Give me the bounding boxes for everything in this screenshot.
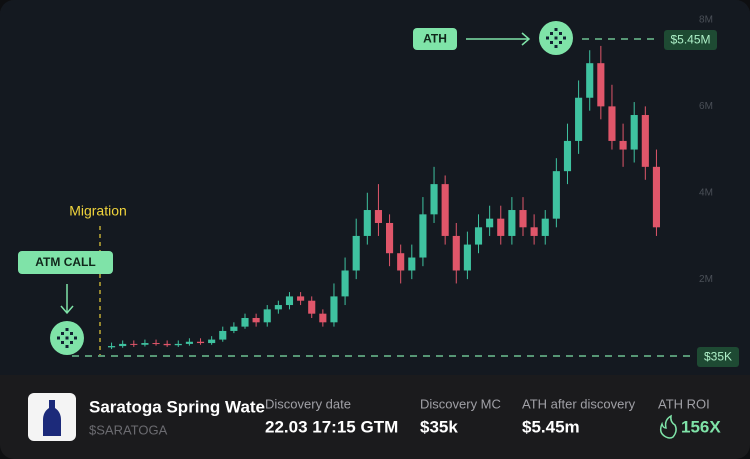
candle-body <box>519 210 527 228</box>
candle-body <box>441 184 449 236</box>
stat-value: 22.03 17:15 GTM <box>265 417 398 436</box>
arrow-head <box>521 32 531 46</box>
candle-body <box>308 300 316 314</box>
candle-body <box>641 115 649 167</box>
candle-body <box>330 296 338 323</box>
candle-body <box>508 210 516 236</box>
plot: 2M 4M 6M 8M <box>108 15 713 350</box>
candle-body <box>241 317 249 327</box>
candle-body <box>497 218 505 236</box>
candle-body <box>208 339 216 344</box>
candle-body <box>285 296 294 306</box>
candle-body <box>163 343 171 346</box>
fire-icon <box>659 414 677 439</box>
stat-value: $35k <box>420 417 458 436</box>
candle-body <box>152 343 160 345</box>
bottle <box>43 400 61 436</box>
candle-body <box>174 343 182 346</box>
token-name: Saratoga Spring Wate <box>89 397 265 416</box>
candle-body <box>541 218 549 236</box>
arrow-head <box>60 305 74 315</box>
ath-label: ATH <box>423 32 447 46</box>
ath-value: $5.45M <box>670 33 710 47</box>
candle-body <box>263 309 271 323</box>
stat-value: $5.45m <box>522 417 580 436</box>
ath-value-box <box>664 30 717 50</box>
candle-body <box>352 235 360 271</box>
ath-box <box>413 28 457 50</box>
stat-label: Discovery MC <box>420 396 501 411</box>
candle-body <box>130 343 138 345</box>
candle-body <box>452 235 460 271</box>
migration-label: Migration <box>69 203 127 219</box>
candle-body <box>341 270 349 297</box>
candle-body <box>652 166 660 228</box>
atm-call-box <box>18 251 113 274</box>
candle-body <box>230 326 238 331</box>
y-tick-label: 4M <box>699 187 713 198</box>
candle-body <box>119 343 127 347</box>
token-ticker: $SARATOGA <box>89 422 168 437</box>
discovery-box <box>697 347 739 367</box>
chart-bg <box>0 0 750 375</box>
candle-body <box>419 214 427 258</box>
candle-body <box>297 296 305 301</box>
candle-body <box>486 218 494 228</box>
candle-body <box>386 222 394 254</box>
candle-body <box>630 115 638 150</box>
stat-label: Discovery date <box>265 396 351 411</box>
candle-body <box>408 257 416 271</box>
candle-body <box>252 317 260 323</box>
candle-body <box>196 341 205 344</box>
candle-body <box>274 305 282 310</box>
atm-call-label: ATM CALL <box>35 255 95 269</box>
candle-body <box>530 227 538 236</box>
candle-body <box>185 341 193 344</box>
candle-body <box>374 210 382 223</box>
candle-body <box>552 171 560 219</box>
candle-body <box>619 140 627 150</box>
candle-body <box>363 210 371 236</box>
stat-label: ATH after discovery <box>522 396 636 411</box>
y-tick-label: 8M <box>699 15 713 26</box>
candle-body <box>430 184 438 215</box>
candle-body <box>563 140 572 172</box>
candle-body <box>463 244 471 271</box>
candle-body <box>219 330 227 340</box>
candle-body <box>608 106 616 141</box>
candle-body <box>474 227 483 245</box>
candle-body <box>108 346 116 348</box>
candle-body <box>397 253 405 271</box>
stat-value: 156X <box>681 417 721 436</box>
call-icon-dots <box>57 328 77 348</box>
candle-body <box>586 63 594 98</box>
discovery-value: $35K <box>704 350 732 364</box>
candle-body <box>141 343 149 345</box>
stat-label: ATH ROI <box>658 396 710 411</box>
y-tick-label: 6M <box>699 101 713 112</box>
y-tick-label: 2M <box>699 274 713 285</box>
candle-body <box>575 97 583 141</box>
ath-icon-dots <box>546 28 566 48</box>
stats: Discovery date 22.03 17:15 GTM Discovery M… <box>265 396 721 436</box>
candle-body <box>319 313 327 323</box>
candle-body <box>597 63 605 107</box>
